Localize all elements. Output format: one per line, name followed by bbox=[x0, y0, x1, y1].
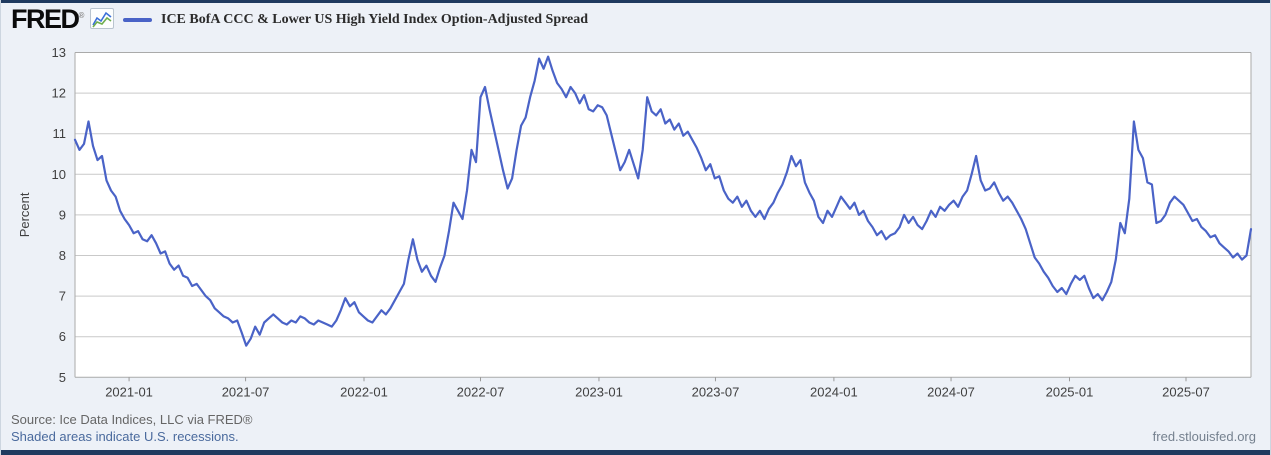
x-tick-label-2: 2022-01 bbox=[340, 384, 388, 399]
fred-logo[interactable]: FRED® bbox=[11, 6, 84, 33]
y-tick-label-10: 10 bbox=[52, 167, 66, 182]
x-tick-label-0: 2021-01 bbox=[105, 384, 153, 399]
spread-series-line[interactable] bbox=[73, 55, 1253, 347]
x-tick-label-7: 2024-07 bbox=[927, 384, 975, 399]
fred-sparkline-icon bbox=[90, 8, 114, 29]
x-tick-label-6: 2024-01 bbox=[810, 384, 858, 399]
legend-line-marker bbox=[123, 18, 152, 22]
y-axis-title: Percent bbox=[17, 192, 32, 237]
y-tick-label-7: 7 bbox=[59, 289, 66, 304]
y-tick-label-12: 12 bbox=[52, 86, 66, 101]
series-title: ICE BofA CCC & Lower US High Yield Index… bbox=[161, 12, 589, 27]
y-tick-label-8: 8 bbox=[59, 248, 66, 263]
series-legend[interactable]: ICE BofA CCC & Lower US High Yield Index… bbox=[123, 12, 588, 28]
x-tick-label-1: 2021-07 bbox=[222, 384, 270, 399]
recession-note-link[interactable]: Shaded areas indicate U.S. recessions. bbox=[11, 429, 239, 444]
y-tick-label-11: 11 bbox=[53, 126, 67, 141]
x-tick-label-4: 2023-01 bbox=[575, 384, 623, 399]
fred-logo-text: FRED bbox=[11, 4, 80, 34]
x-tick-label-3: 2022-07 bbox=[457, 384, 505, 399]
x-tick-label-5: 2023-07 bbox=[692, 384, 740, 399]
y-tick-label-13: 13 bbox=[52, 45, 66, 60]
top-accent-bar bbox=[1, 0, 1270, 3]
x-tick-label-9: 2025-07 bbox=[1162, 384, 1210, 399]
x-tick-label-8: 2025-01 bbox=[1046, 384, 1094, 399]
fred-site-link[interactable]: fred.stlouisfed.org bbox=[1152, 429, 1256, 444]
source-note: Source: Ice Data Indices, LLC via FRED® bbox=[11, 412, 253, 427]
y-tick-label-9: 9 bbox=[59, 207, 66, 222]
registered-mark: ® bbox=[78, 11, 85, 20]
y-tick-label-6: 6 bbox=[59, 329, 66, 344]
chart-canvas[interactable]: 13 12 11 10 9 8 7 6 5 2021-01 2021-07 2022-01 2022-0… bbox=[1, 0, 1271, 410]
bottom-accent-bar bbox=[1, 450, 1270, 455]
y-tick-label-5: 5 bbox=[59, 370, 66, 385]
